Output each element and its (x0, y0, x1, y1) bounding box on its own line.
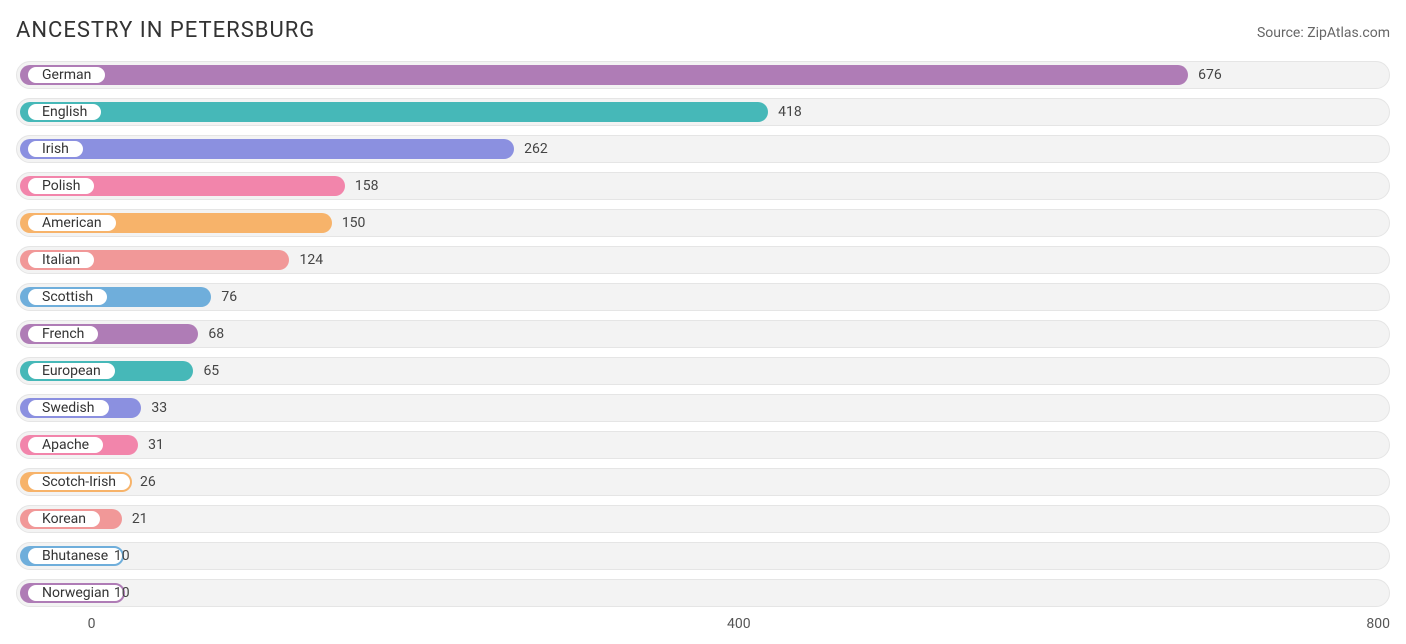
bar-value: 150 (342, 209, 366, 237)
bar-row: European 65 (16, 357, 1390, 385)
bar-value: 31 (148, 431, 164, 459)
category-pill: Polish (26, 176, 96, 196)
bar-value: 10 (114, 579, 130, 607)
category-pill: Italian (26, 250, 96, 270)
bar-row: Norwegian10 (16, 579, 1390, 607)
chart-container: ANCESTRY IN PETERSBURG Source: ZipAtlas.… (0, 0, 1406, 644)
bar-value: 158 (355, 172, 379, 200)
bar-value: 21 (132, 505, 148, 533)
source-label: Source: ZipAtlas.com (1257, 25, 1390, 41)
bar-value: 10 (114, 542, 130, 570)
bar-value: 262 (524, 135, 548, 163)
category-pill: Swedish (26, 398, 111, 418)
category-pill: German (26, 65, 107, 85)
axis-tick: 0 (88, 616, 96, 632)
bar-value: 676 (1198, 61, 1222, 89)
bar-track (16, 542, 1390, 570)
bar-row: English 418 (16, 98, 1390, 126)
bar-row: Korean 21 (16, 505, 1390, 533)
bar-value: 76 (221, 283, 237, 311)
bar-value: 33 (151, 394, 167, 422)
category-pill: Scottish (26, 287, 109, 307)
bar-row: Scotch-Irish 26 (16, 468, 1390, 496)
category-pill: American (26, 213, 118, 233)
category-pill: Scotch-Irish (26, 472, 132, 492)
category-pill: Korean (26, 509, 102, 529)
axis-tick: 800 (1366, 616, 1390, 632)
bar-fill (20, 139, 514, 159)
bar-track (16, 505, 1390, 533)
bar-fill (20, 65, 1188, 85)
bar-track (16, 357, 1390, 385)
category-pill: Norwegian (26, 583, 125, 603)
bar-value: 26 (140, 468, 156, 496)
category-pill: Apache (26, 435, 105, 455)
bar-row: Apache 31 (16, 431, 1390, 459)
bar-row: Bhutanese10 (16, 542, 1390, 570)
bar-value: 418 (778, 98, 802, 126)
bar-value: 124 (299, 246, 323, 274)
bar-row: Polish 158 (16, 172, 1390, 200)
bar-row: French 68 (16, 320, 1390, 348)
bar-row: Italian 124 (16, 246, 1390, 274)
category-pill: French (26, 324, 100, 344)
category-pill: Irish (26, 139, 85, 159)
bar-value: 68 (208, 320, 224, 348)
header: ANCESTRY IN PETERSBURG Source: ZipAtlas.… (16, 18, 1390, 43)
x-axis: 0 400 800 (16, 616, 1390, 640)
bar-row: American 150 (16, 209, 1390, 237)
category-pill: Bhutanese (26, 546, 124, 566)
bar-chart: German 676 English 418 Irish 262 Polish 158 Amer… (16, 61, 1390, 607)
bar-row: Irish 262 (16, 135, 1390, 163)
axis-tick: 400 (727, 616, 751, 632)
category-pill: European (26, 361, 117, 381)
bar-row: Swedish 33 (16, 394, 1390, 422)
bar-track (16, 431, 1390, 459)
bar-track (16, 579, 1390, 607)
bar-fill (20, 102, 768, 122)
category-pill: English (26, 102, 103, 122)
bar-row: Scottish 76 (16, 283, 1390, 311)
bar-track (16, 468, 1390, 496)
bar-value: 65 (203, 357, 219, 385)
bar-row: German 676 (16, 61, 1390, 89)
bar-track (16, 394, 1390, 422)
chart-title: ANCESTRY IN PETERSBURG (16, 18, 315, 43)
